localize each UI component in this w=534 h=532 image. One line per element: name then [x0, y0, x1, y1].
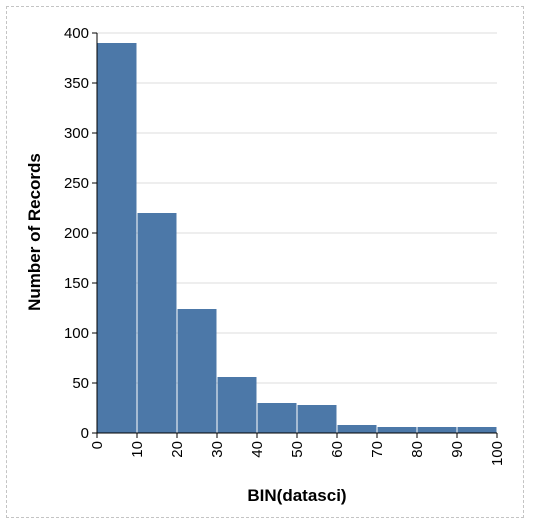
x-tick-label: 50	[289, 441, 306, 458]
x-tick-label: 70	[369, 441, 386, 458]
histogram-bar	[297, 405, 337, 433]
y-tick-label: 300	[64, 125, 89, 142]
x-tick-label: 0	[89, 441, 106, 449]
bars	[97, 43, 497, 433]
y-tick-label: 350	[64, 75, 89, 92]
histogram-bar	[217, 377, 257, 433]
x-axis-title: BIN(datasci)	[247, 486, 346, 505]
histogram-bar	[457, 427, 497, 433]
x-axis-ticks: 0 10 20 30 40 50 60 70 80 90 100	[89, 433, 506, 466]
chart-frame	[6, 6, 524, 518]
histogram-bar	[137, 213, 177, 433]
x-tick-label: 100	[489, 441, 506, 466]
y-tick-label: 200	[64, 225, 89, 242]
histogram-bar	[257, 403, 297, 433]
y-tick-label: 100	[64, 325, 89, 342]
y-tick-label: 0	[81, 425, 89, 442]
x-tick-label: 80	[409, 441, 426, 458]
histogram-bar	[377, 427, 417, 433]
y-tick-label: 250	[64, 175, 89, 192]
y-tick-label: 150	[64, 275, 89, 292]
x-tick-label: 10	[129, 441, 146, 458]
y-tick-label: 50	[72, 375, 89, 392]
x-tick-label: 90	[449, 441, 466, 458]
x-tick-label: 30	[209, 441, 226, 458]
histogram-bar	[337, 425, 377, 433]
y-axis-title: Number of Records	[25, 153, 44, 311]
y-tick-label: 400	[64, 25, 89, 42]
histogram-bar	[97, 43, 137, 433]
y-axis-ticks: 0 50 100 150 200 250 300 350 400	[64, 25, 97, 442]
x-tick-label: 60	[329, 441, 346, 458]
histogram-bar	[417, 427, 457, 433]
x-tick-label: 20	[169, 441, 186, 458]
histogram-bar	[177, 309, 217, 433]
x-tick-label: 40	[249, 441, 266, 458]
